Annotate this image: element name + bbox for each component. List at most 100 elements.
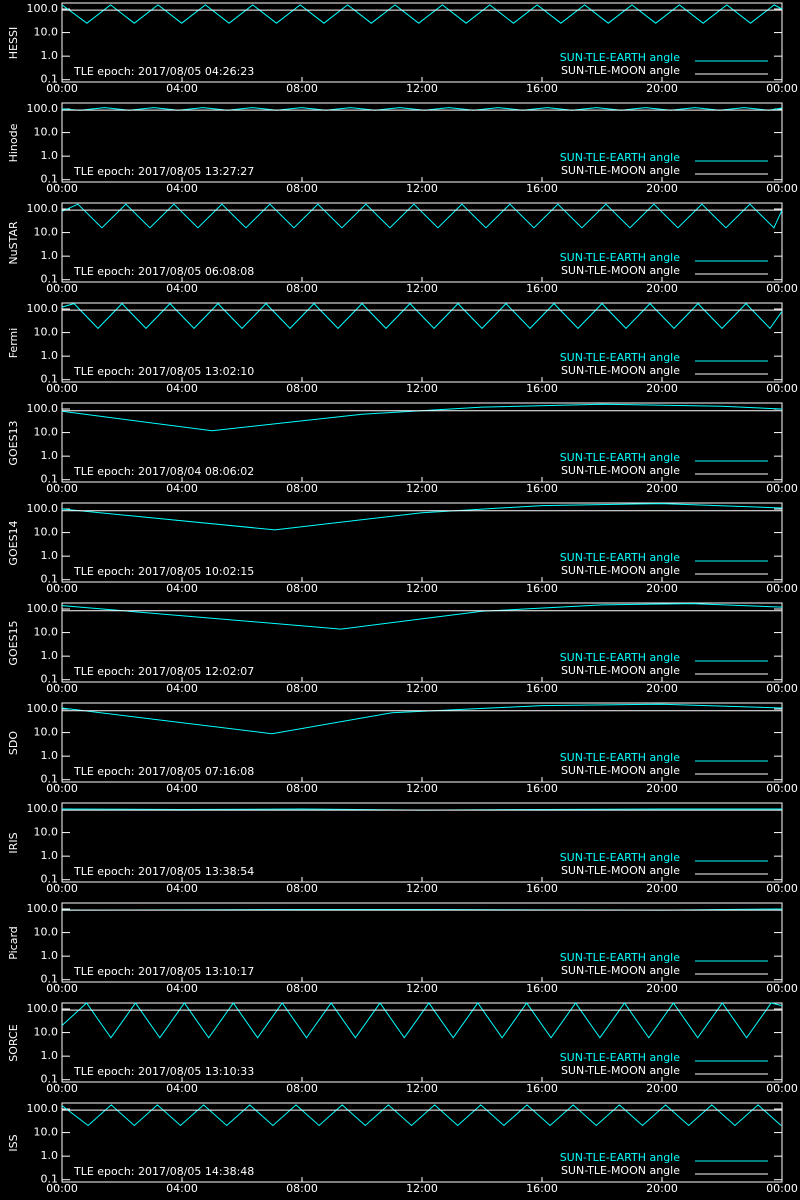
y-tick-label: 100.0 [27, 602, 59, 615]
x-tick-label: 08:00 [286, 582, 318, 595]
x-tick-label: 08:00 [286, 682, 318, 695]
x-tick-label: 08:00 [286, 482, 318, 495]
legend-label: SUN-TLE-EARTH angle [560, 151, 681, 164]
y-tick-label: 10.0 [34, 1126, 59, 1139]
x-tick-label: 08:00 [286, 882, 318, 895]
series-line [61, 603, 783, 630]
x-tick-label: 00:00 [766, 682, 798, 695]
y-tick-label: 100.0 [27, 502, 59, 515]
panel: 0.1 1.0 10.0 100.0 00:00 04:00 08:00 12:00 16:00… [7, 402, 798, 495]
x-tick-label: 12:00 [406, 382, 438, 395]
x-tick-label: 00:00 [766, 282, 798, 295]
y-tick-label: 1.0 [41, 449, 59, 462]
x-tick-label: 16:00 [526, 1082, 558, 1095]
x-tick-label: 16:00 [526, 182, 558, 195]
x-tick-label: 08:00 [286, 382, 318, 395]
annotation: TLE epoch: 2017/08/05 13:27:27 [73, 165, 254, 178]
x-tick-label: 04:00 [166, 782, 198, 795]
panel: 0.1 1.0 10.0 100.0 00:00 04:00 08:00 12:00 16:00… [7, 802, 798, 895]
y-tick-label: 0.1 [41, 1173, 59, 1186]
y-axis-label: Picard [7, 926, 20, 960]
x-tick-label: 08:00 [286, 1082, 318, 1095]
y-tick-label: 0.1 [41, 1073, 59, 1086]
y-axis-label: HESSI [7, 27, 20, 59]
x-tick-label: 20:00 [646, 582, 678, 595]
x-tick-label: 20:00 [646, 682, 678, 695]
y-axis-label: GOES15 [7, 620, 20, 665]
y-tick-label: 1.0 [41, 249, 59, 262]
x-tick-label: 20:00 [646, 782, 678, 795]
y-tick-label: 10.0 [34, 1026, 59, 1039]
panel: 0.1 1.0 10.0 100.0 00:00 04:00 08:00 12:00 16:00… [7, 202, 798, 295]
x-tick-label: 00:00 [766, 82, 798, 95]
y-tick-label: 100.0 [27, 202, 59, 215]
series-line [61, 1002, 783, 1039]
y-axis-label: IRIS [7, 832, 20, 853]
annotation: TLE epoch: 2017/08/05 10:02:15 [73, 565, 254, 578]
x-tick-label: 00:00 [46, 882, 78, 895]
panel: 0.1 1.0 10.0 100.0 00:00 04:00 08:00 12:00 16:00… [7, 102, 798, 195]
panel: 0.1 1.0 10.0 100.0 00:00 04:00 08:00 12:00 16:00… [7, 1002, 798, 1095]
x-tick-label: 00:00 [766, 482, 798, 495]
legend-label: SUN-TLE-MOON angle [561, 264, 680, 277]
legend-label: SUN-TLE-MOON angle [561, 864, 680, 877]
x-tick-label: 12:00 [406, 882, 438, 895]
y-tick-label: 10.0 [34, 26, 59, 39]
x-tick-label: 08:00 [286, 982, 318, 995]
annotation: TLE epoch: 2017/08/05 07:16:08 [73, 765, 254, 778]
y-axis-label: SDO [7, 731, 20, 755]
x-tick-label: 04:00 [166, 282, 198, 295]
x-tick-label: 00:00 [46, 182, 78, 195]
annotation: TLE epoch: 2017/08/05 06:08:08 [73, 265, 254, 278]
x-tick-label: 20:00 [646, 82, 678, 95]
y-tick-label: 1.0 [41, 549, 59, 562]
legend-label: SUN-TLE-EARTH angle [560, 51, 681, 64]
y-tick-label: 0.1 [41, 873, 59, 886]
x-tick-label: 00:00 [766, 182, 798, 195]
y-axis-label: GOES14 [7, 520, 20, 565]
x-tick-label: 00:00 [766, 1182, 798, 1195]
legend-label: SUN-TLE-EARTH angle [560, 351, 681, 364]
x-tick-label: 12:00 [406, 282, 438, 295]
x-tick-label: 12:00 [406, 1182, 438, 1195]
series-line [61, 403, 783, 432]
y-tick-label: 1.0 [41, 949, 59, 962]
y-tick-label: 10.0 [34, 226, 59, 239]
panel: 0.1 1.0 10.0 100.0 00:00 04:00 08:00 12:00 16:00… [7, 502, 798, 595]
panel: 0.1 1.0 10.0 100.0 00:00 04:00 08:00 12:00 16:00… [7, 902, 798, 995]
y-tick-label: 100.0 [27, 2, 59, 15]
y-axis-label: NuSTAR [7, 221, 20, 265]
y-tick-label: 100.0 [27, 702, 59, 715]
x-tick-label: 00:00 [46, 682, 78, 695]
y-axis-label: SORCE [7, 1024, 20, 1061]
x-tick-label: 20:00 [646, 182, 678, 195]
y-tick-label: 0.1 [41, 973, 59, 986]
x-tick-label: 00:00 [46, 1082, 78, 1095]
x-tick-label: 12:00 [406, 582, 438, 595]
y-tick-label: 100.0 [27, 802, 59, 815]
x-tick-label: 00:00 [46, 582, 78, 595]
legend-label: SUN-TLE-MOON angle [561, 564, 680, 577]
legend-label: SUN-TLE-MOON angle [561, 64, 680, 77]
y-tick-label: 100.0 [27, 402, 59, 415]
series-line [61, 703, 783, 735]
x-tick-label: 20:00 [646, 982, 678, 995]
series-line [61, 503, 783, 531]
x-tick-label: 16:00 [526, 882, 558, 895]
x-tick-label: 00:00 [766, 1082, 798, 1095]
y-tick-label: 0.1 [41, 673, 59, 686]
legend-label: SUN-TLE-EARTH angle [560, 1151, 681, 1164]
y-tick-label: 10.0 [34, 426, 59, 439]
y-tick-label: 0.1 [41, 73, 59, 86]
y-tick-label: 0.1 [41, 273, 59, 286]
y-tick-label: 10.0 [34, 826, 59, 839]
x-tick-label: 16:00 [526, 1182, 558, 1195]
x-tick-label: 20:00 [646, 882, 678, 895]
x-tick-label: 16:00 [526, 982, 558, 995]
annotation: TLE epoch: 2017/08/05 13:02:10 [73, 365, 254, 378]
x-tick-label: 00:00 [766, 882, 798, 895]
y-tick-label: 0.1 [41, 373, 59, 386]
y-tick-label: 10.0 [34, 926, 59, 939]
x-tick-label: 12:00 [406, 182, 438, 195]
